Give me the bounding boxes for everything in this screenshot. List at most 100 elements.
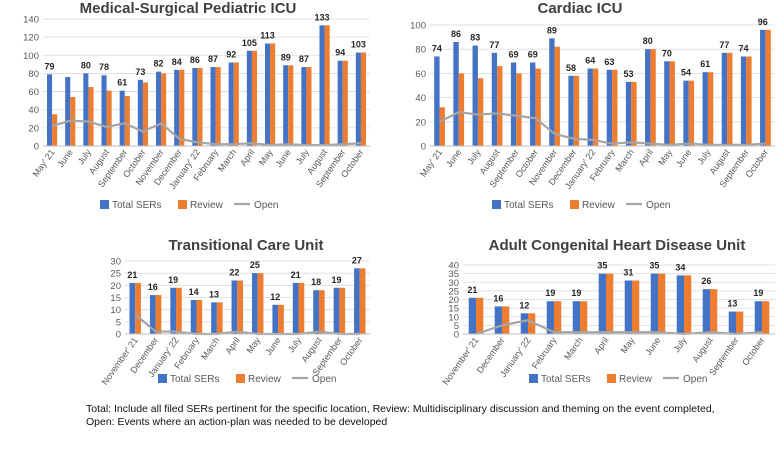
bar-total-sers xyxy=(101,75,107,146)
data-label: 53 xyxy=(624,69,634,79)
bar-review xyxy=(176,287,182,334)
x-tick-label: February xyxy=(530,335,559,371)
bar-total-sers xyxy=(721,52,728,146)
bar-review xyxy=(477,78,484,146)
bar-total-sers xyxy=(313,290,319,334)
data-label: 16 xyxy=(493,293,503,303)
bar-total-sers xyxy=(283,65,289,146)
data-label: 113 xyxy=(260,30,275,40)
x-tick-label: May xyxy=(257,147,275,167)
bar-total-sers xyxy=(598,273,606,334)
bar-review xyxy=(631,81,637,146)
bar-review xyxy=(216,302,223,334)
x-tick-label: April xyxy=(223,335,242,355)
data-label: 34 xyxy=(675,262,685,272)
y-tick-label: 20 xyxy=(110,281,121,292)
data-label: 19 xyxy=(571,288,581,298)
data-label: 61 xyxy=(117,78,127,88)
bar-review xyxy=(736,311,744,334)
y-tick-label: 25 xyxy=(110,269,121,280)
bar-review xyxy=(288,65,294,146)
y-tick-label: 30 xyxy=(448,278,459,289)
x-tick-label: July xyxy=(671,335,689,354)
legend-swatch-total xyxy=(529,374,538,383)
y-tick-label: 20 xyxy=(28,123,39,134)
data-label: 35 xyxy=(649,261,659,271)
bar-review xyxy=(658,273,666,334)
legend-swatch-review xyxy=(178,200,187,209)
bar-total-sers xyxy=(625,81,632,146)
data-label: 77 xyxy=(719,40,729,50)
data-label: 80 xyxy=(81,60,91,70)
y-tick-label: 10 xyxy=(448,312,459,323)
bar-total-sers xyxy=(301,67,307,146)
data-label: 63 xyxy=(604,57,614,67)
x-tick-label: April xyxy=(592,335,611,355)
bar-total-sers xyxy=(333,287,340,334)
data-label: 31 xyxy=(623,268,633,278)
x-tick-label: June xyxy=(674,147,693,169)
bar-review xyxy=(580,301,588,334)
bar-total-sers xyxy=(155,71,162,146)
data-label: 19 xyxy=(168,275,178,285)
bar-review xyxy=(554,46,560,146)
data-label: 25 xyxy=(250,260,260,270)
legend-label-open: Open xyxy=(646,200,670,211)
data-label: 69 xyxy=(509,50,519,60)
line-open xyxy=(134,313,360,336)
x-tick-label: March xyxy=(613,147,636,173)
bar-total-sers xyxy=(83,73,89,146)
data-label: 92 xyxy=(226,50,236,60)
data-label: 86 xyxy=(451,29,461,39)
bar-total-sers xyxy=(520,313,528,334)
bar-review xyxy=(458,73,465,146)
bar-review xyxy=(612,69,618,146)
bar-review xyxy=(497,66,503,146)
bar-review xyxy=(298,282,305,334)
bar-total-sers xyxy=(119,90,125,146)
bar-total-sers xyxy=(530,62,536,147)
x-tick-label: July xyxy=(286,335,304,354)
legend-swatch-review xyxy=(607,374,616,383)
bar-review xyxy=(573,75,580,146)
charts-canvas: Medical-Surgical Pediatric ICU 0 20 40 60 80 1… xyxy=(23,0,775,387)
bar-review xyxy=(360,52,367,146)
bar-total-sers xyxy=(549,38,555,147)
bar-total-sers xyxy=(319,25,325,147)
data-label: 58 xyxy=(566,63,576,73)
y-tick-label: 40 xyxy=(448,261,459,272)
bar-total-sers xyxy=(46,74,53,146)
bar-review xyxy=(688,80,695,146)
data-label: 94 xyxy=(335,48,345,58)
line-open xyxy=(439,111,766,146)
bar-review xyxy=(516,73,522,146)
bar-review xyxy=(251,50,258,146)
bar-total-sers xyxy=(754,301,762,334)
footnote-line-1: Total: Include all filed SERs pertinent … xyxy=(86,403,715,415)
x-tick-label: June xyxy=(55,147,74,169)
x-tick-label: June xyxy=(263,335,282,357)
bar-review xyxy=(278,304,284,334)
bar-total-sers xyxy=(702,72,708,146)
data-label: 19 xyxy=(753,288,763,298)
bar-review xyxy=(710,289,718,334)
bar-total-sers xyxy=(355,52,361,146)
bar-review xyxy=(554,301,562,334)
data-label: 21 xyxy=(127,270,137,280)
bar-review xyxy=(592,68,599,146)
bar-total-sers xyxy=(210,67,216,146)
data-label: 80 xyxy=(643,36,653,46)
bar-review xyxy=(324,25,330,147)
bar-total-sers xyxy=(664,61,670,146)
bar-total-sers xyxy=(683,80,689,146)
bar-review xyxy=(727,52,733,146)
data-label: 69 xyxy=(528,50,538,60)
bar-review xyxy=(106,90,112,146)
data-label: 13 xyxy=(209,289,219,299)
bar-total-sers xyxy=(510,62,517,147)
chart-title: Transitional Care Unit xyxy=(168,237,323,254)
data-label: 103 xyxy=(351,40,366,50)
legend-label-review: Review xyxy=(248,374,282,385)
bar-review xyxy=(439,107,445,146)
